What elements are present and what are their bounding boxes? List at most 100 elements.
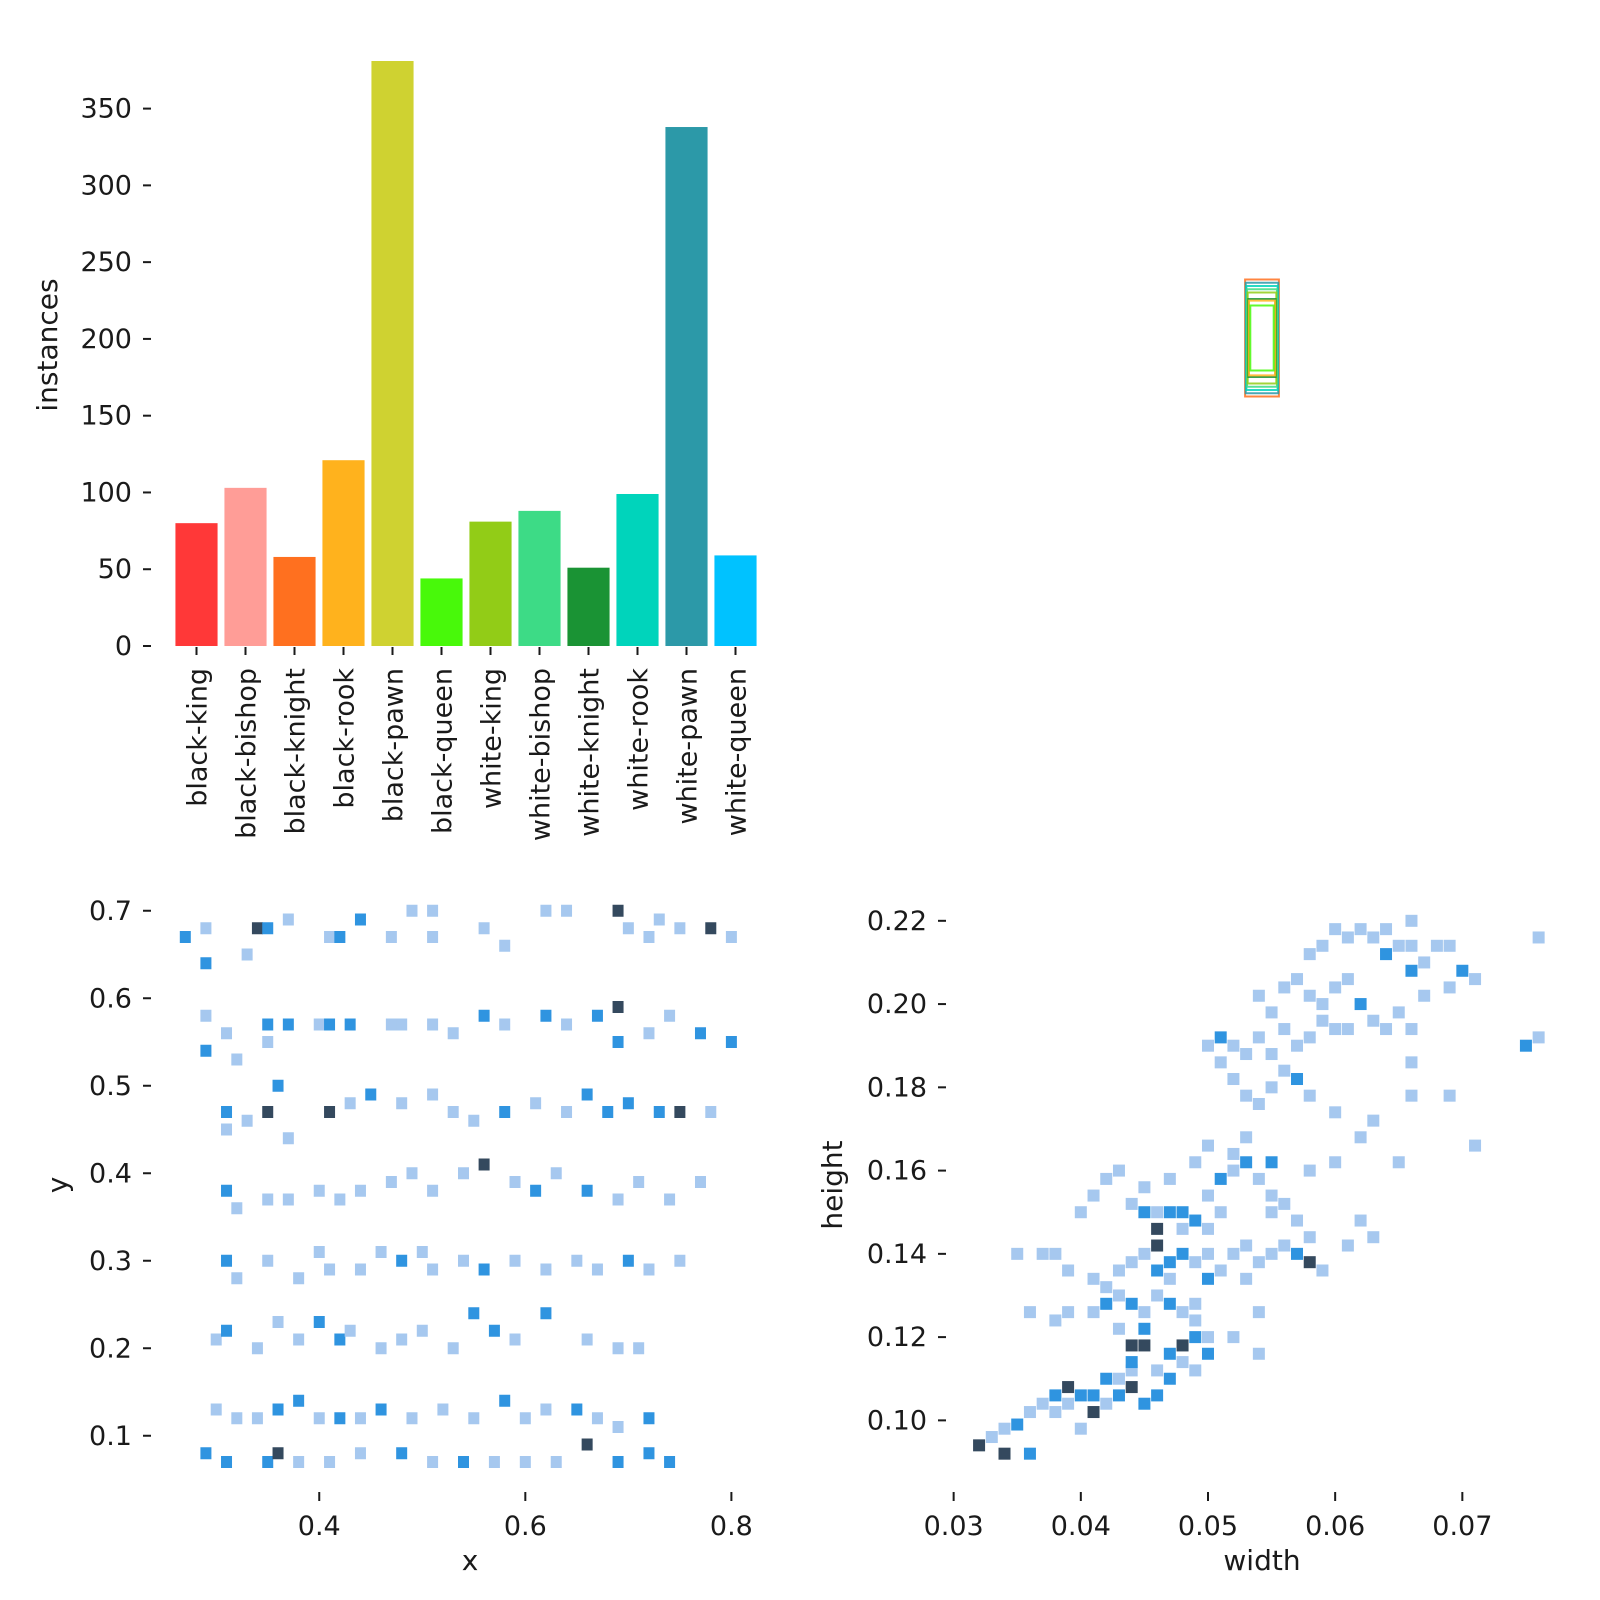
heatmap-cell [427,1184,439,1197]
heatmap-cell [1240,1239,1253,1252]
heatmap-cell [591,1009,603,1022]
heatmap-cell [221,1027,233,1040]
heatmap-cell [324,931,336,943]
heatmap-cell [1125,1256,1138,1269]
heatmap-cell [1303,948,1316,961]
heatmap-cell [293,1333,305,1346]
xy-y-tick-label: 0.5 [89,1071,132,1102]
heatmap-cell [1011,1418,1024,1431]
heatmap-cell [1125,1297,1138,1310]
heatmap-cell [1443,981,1456,994]
heatmap-cell [1176,1247,1189,1260]
bar-black-knight [273,556,316,646]
heatmap-cell [1405,1089,1418,1102]
bar-x-tick-label: black-knight [281,668,312,835]
heatmap-cell [1138,1339,1151,1352]
heatmap-cell [262,1193,274,1206]
heatmap-cell [612,904,624,917]
heatmap-cell [633,1342,645,1355]
heatmap-cell [550,1456,562,1468]
heatmap-cell [1265,1048,1278,1061]
heatmap-cell [1138,1306,1151,1319]
heatmap-cell [468,1412,480,1425]
heatmap-cell [1087,1272,1100,1285]
heatmap-cell [1341,1239,1354,1252]
heatmap-cell [427,931,439,943]
heatmap-cell [1240,1156,1253,1169]
heatmap-cell [1163,1372,1176,1385]
heatmap-cell [231,1272,243,1285]
heatmap-cell [406,1412,418,1425]
heatmap-cell [1329,923,1342,936]
heatmap-cell [973,1439,986,1452]
wh-y-axis-title: height [816,1140,849,1229]
heatmap-cell [344,1097,356,1110]
heatmap-cell [437,1403,449,1416]
heatmap-cell [282,1132,294,1145]
heatmap-cell [1189,1314,1202,1327]
bar-x-tick-label: white-queen [722,668,753,836]
heatmap-cell [1329,1106,1342,1119]
heatmap-cell [272,1403,284,1416]
xy-y-tick-label: 0.1 [89,1421,132,1452]
heatmap-cell [540,1403,552,1416]
heatmap-cell [1163,1297,1176,1310]
heatmap-cell [1329,981,1342,994]
wh-y-tick-label: 0.20 [867,989,927,1020]
heatmap-cell [488,1456,500,1468]
heatmap-cell [602,1106,614,1118]
heatmap-cell [427,1263,439,1276]
heatmap-cell [1380,923,1393,936]
heatmap-cell [1112,1389,1125,1402]
heatmap-cell [1214,1206,1227,1219]
heatmap-cell [282,1018,294,1031]
heatmap-cell [1023,1406,1036,1419]
heatmap-cell [1049,1314,1062,1327]
heatmap-cell [1176,1206,1189,1219]
heatmap-cell [1023,1447,1036,1460]
heatmap-cell [1367,1114,1380,1127]
heatmap-cell [1252,1347,1265,1360]
heatmap-cell [1278,1239,1291,1252]
box-marks [1244,278,1280,398]
heatmap-cell [1278,981,1291,994]
heatmap-cell [1176,1222,1189,1235]
xy-x-axis: 0.4 0.6 0.8 [298,1492,753,1542]
heatmap-cell [458,1254,469,1267]
heatmap-cell [985,1431,998,1444]
heatmap-cell [478,1158,490,1171]
heatmap-cell [998,1422,1011,1435]
heatmap-cell [221,1123,233,1136]
heatmap-cell [1151,1206,1164,1219]
heatmap-cell [1392,939,1405,952]
heatmap-cell [1176,1306,1189,1319]
heatmap-cell [499,1106,511,1118]
heatmap-cell [447,1342,459,1355]
heatmap-cell [591,1263,603,1276]
wh-heatmap-cells [973,914,1545,1460]
heatmap-cell [241,948,253,961]
heatmap-cell [1240,1048,1253,1061]
heatmap-cell [406,904,418,917]
bar-y-tick-label: 200 [80,324,132,355]
heatmap-cell [1469,1139,1482,1152]
heatmap-cell [1176,1356,1189,1369]
xy-x-tick-label: 0.6 [504,1511,547,1542]
heatmap-cell [1418,956,1431,969]
heatmap-cell [1036,1247,1049,1260]
heatmap-cell [272,1316,284,1328]
heatmap-cell [272,1447,284,1460]
wh-y-tick-label: 0.16 [867,1156,927,1187]
heatmap-cell [1405,1056,1418,1069]
heatmap-cell [488,1324,500,1337]
heatmap-cell [1456,964,1469,977]
heatmap-cell [540,904,552,917]
heatmap-cell [282,913,294,926]
heatmap-cell [1011,1247,1024,1260]
heatmap-cell [1138,1181,1151,1194]
heatmap-cell [1100,1297,1113,1310]
heatmap-cell [1074,1206,1087,1219]
heatmap-cell [354,1447,366,1460]
heatmap-cell [1252,1256,1265,1269]
